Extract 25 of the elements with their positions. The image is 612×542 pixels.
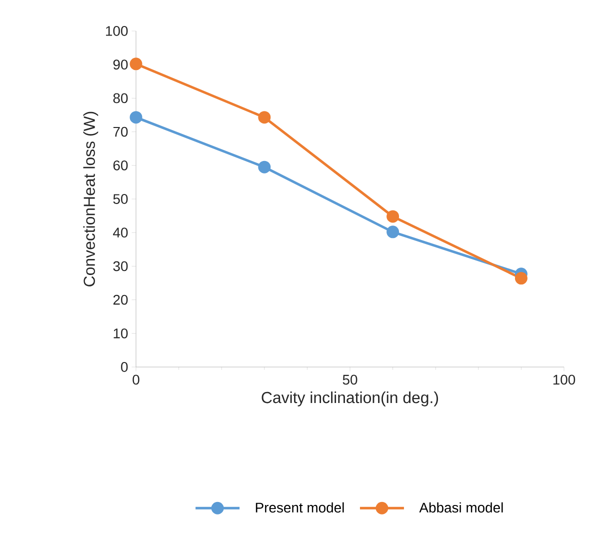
y-tick-label: 40 (113, 228, 128, 238)
x-tick-label: 100 (553, 374, 576, 385)
y-axis-title: ConvectionHeat loss (W) (83, 112, 98, 286)
point (258, 160, 271, 174)
point (386, 210, 400, 223)
y-tick-label: 0 (121, 362, 128, 372)
y-tick-label: 80 (113, 93, 128, 104)
x-axis-title: Cavity inclination(in deg.) (262, 391, 438, 406)
y-tick-label: 20 (113, 294, 128, 305)
x-tick-label: 0 (132, 374, 140, 385)
point (130, 111, 142, 124)
legend-label: Present model (256, 502, 344, 513)
x-tick-label: 50 (342, 374, 358, 385)
point (386, 226, 400, 238)
y-tick-label: 50 (113, 194, 128, 204)
legend-label: Abbasi model (419, 502, 503, 513)
point (130, 58, 142, 70)
y-tick-label: 10 (114, 328, 128, 338)
y-tick-label: 30 (113, 261, 128, 272)
y-tick-label: 60 (113, 160, 128, 170)
point (258, 111, 271, 124)
y-tick-label: 70 (113, 126, 128, 137)
y-tick-label: 100 (106, 26, 128, 36)
y-tick-label: 90 (113, 60, 128, 70)
point (514, 272, 528, 285)
